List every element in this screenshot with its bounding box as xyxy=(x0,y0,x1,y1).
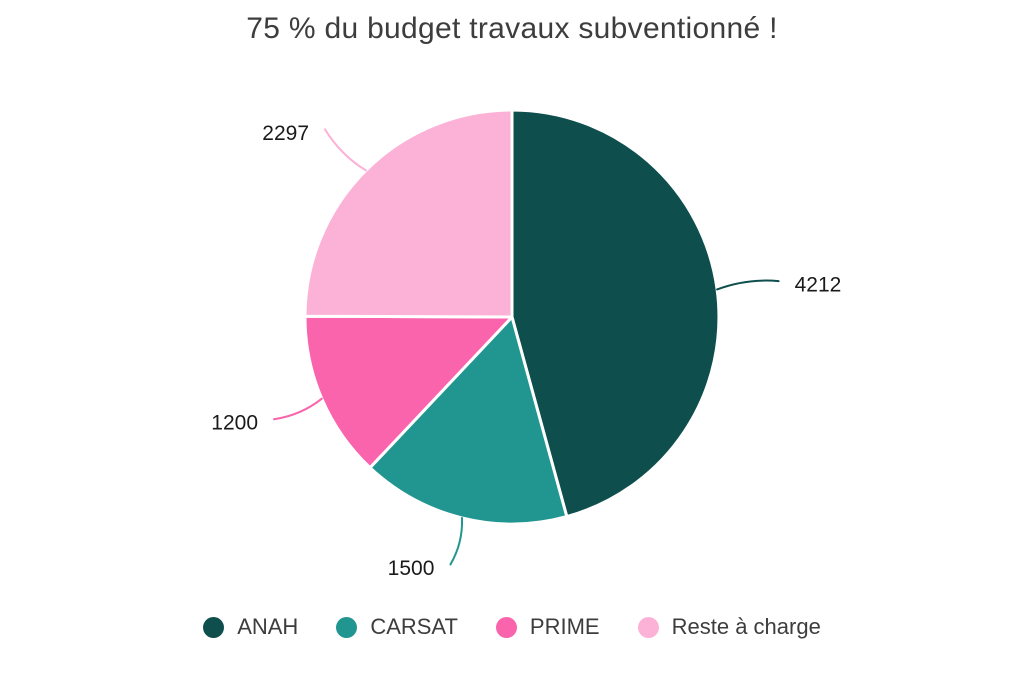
legend-item-anah[interactable]: ANAH xyxy=(203,614,298,640)
chart-legend: ANAH CARSAT PRIME Reste à charge xyxy=(0,614,1024,640)
legend-marker-prime xyxy=(495,616,517,638)
legend-label-anah: ANAH xyxy=(237,614,299,639)
slice-value-label-carsat: 1500 xyxy=(388,557,435,580)
legend-label-prime: PRIME xyxy=(529,614,600,639)
legend-item-prime[interactable]: PRIME xyxy=(495,614,600,640)
legend-marker-carsat xyxy=(336,616,358,638)
slice-leader-line-reste-a-charge xyxy=(324,128,367,172)
legend-marker-reste-a-charge xyxy=(637,616,659,638)
legend-label-carsat: CARSAT xyxy=(370,614,458,639)
slice-value-label-reste-a-charge: 2297 xyxy=(262,122,309,145)
slice-value-label-anah: 4212 xyxy=(795,274,842,297)
legend-marker-anah xyxy=(203,616,225,638)
slice-value-label-prime: 1200 xyxy=(211,412,258,435)
chart-title: 75 % du budget travaux subventionné ! xyxy=(246,12,778,45)
legend-item-reste-a-charge[interactable]: Reste à charge xyxy=(637,614,821,640)
slice-leader-line-anah xyxy=(716,279,780,291)
slice-leader-line-carsat xyxy=(449,516,464,566)
pie-slice-reste-a-charge[interactable] xyxy=(303,108,514,319)
slice-leader-line-prime xyxy=(273,397,323,421)
legend-label-reste-a-charge: Reste à charge xyxy=(671,614,821,639)
legend-item-carsat[interactable]: CARSAT xyxy=(336,614,458,640)
